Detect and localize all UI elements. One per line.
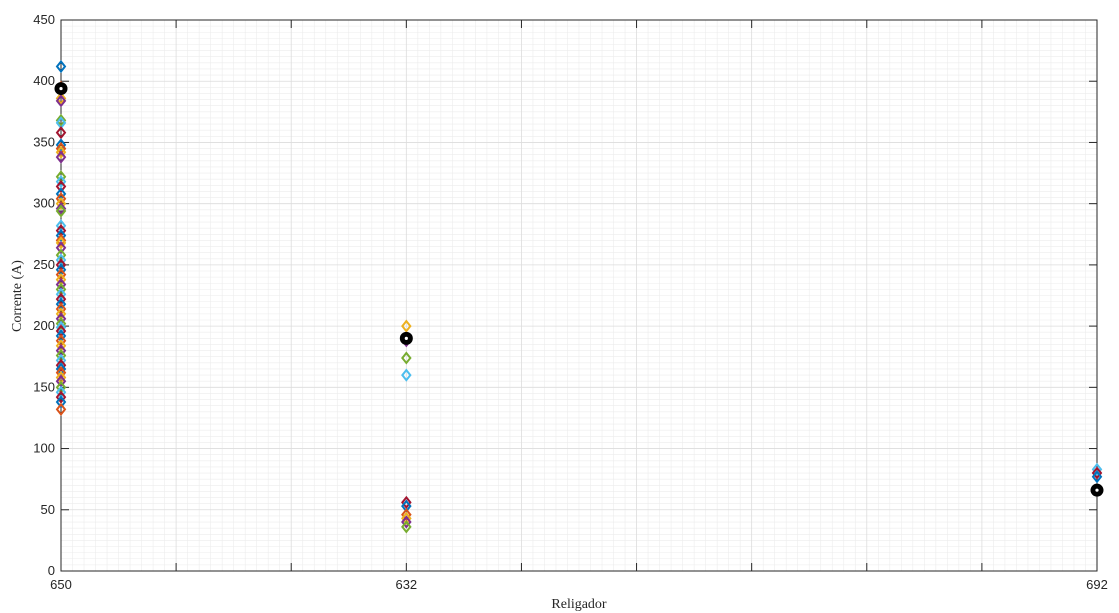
x-axis-label: Religador (551, 597, 607, 612)
scenario-point (401, 508, 412, 522)
y-tick-labels: 0 50 100 150 200 250 300 350 400 450 (33, 12, 55, 578)
scenario-point (55, 91, 67, 105)
scenario-point (401, 319, 412, 333)
scenario-point (55, 233, 67, 248)
y-axis-label: Corrente (A) (10, 260, 25, 332)
scenario-point (401, 351, 412, 365)
x-tick-label: 650 (50, 577, 72, 592)
scenario-point (1091, 466, 1103, 480)
y-tick-label: 50 (41, 502, 55, 517)
scenario-point (55, 94, 67, 108)
scenario-point (55, 138, 67, 152)
y-tick-label: 100 (33, 441, 55, 456)
y-tick-label: 0 (48, 563, 55, 578)
y-tick-label: 450 (33, 12, 55, 27)
scenario-point (55, 228, 67, 243)
scenario-point (55, 358, 67, 372)
mean-point-center (1095, 488, 1099, 492)
minor-grid (61, 20, 1097, 571)
scenario-point (55, 113, 67, 128)
y-tick-label: 350 (33, 134, 55, 149)
x-tick-label: 692 (1086, 577, 1108, 592)
scenario-point (401, 520, 412, 534)
scenario-point (55, 145, 67, 159)
scenario-point (55, 395, 67, 409)
scenario-point (401, 368, 412, 382)
scenario-point (55, 126, 67, 140)
scenario-point (55, 236, 67, 250)
mean-point-center (59, 86, 63, 91)
scenario-point (1091, 470, 1103, 484)
scenario-point (55, 241, 67, 255)
scenario-point (55, 175, 67, 189)
mean-point-center (404, 336, 408, 340)
x-tick-labels: 650 632 692 (50, 577, 1108, 592)
y-tick-label: 200 (33, 318, 55, 333)
scenario-point (401, 495, 412, 510)
scenario-point (55, 204, 67, 218)
scenario-point (55, 59, 67, 74)
scenario-markers (55, 59, 1103, 534)
scenario-point (55, 179, 67, 194)
scenario-point (1091, 462, 1103, 476)
y-tick-label: 400 (33, 73, 55, 88)
mean-markers (54, 82, 1104, 497)
scenario-point (55, 402, 67, 416)
y-tick-label: 150 (33, 379, 55, 394)
y-tick-label: 250 (33, 257, 55, 272)
y-tick-label: 300 (33, 196, 55, 211)
major-grid (60, 19, 1098, 572)
scenario-point (55, 390, 67, 404)
scenario-point (55, 201, 67, 216)
scenario-point (55, 317, 67, 331)
scenario-point (401, 515, 412, 529)
x-tick-label: 632 (395, 577, 417, 592)
scenario-point (55, 150, 67, 164)
scenario-point (55, 197, 67, 211)
